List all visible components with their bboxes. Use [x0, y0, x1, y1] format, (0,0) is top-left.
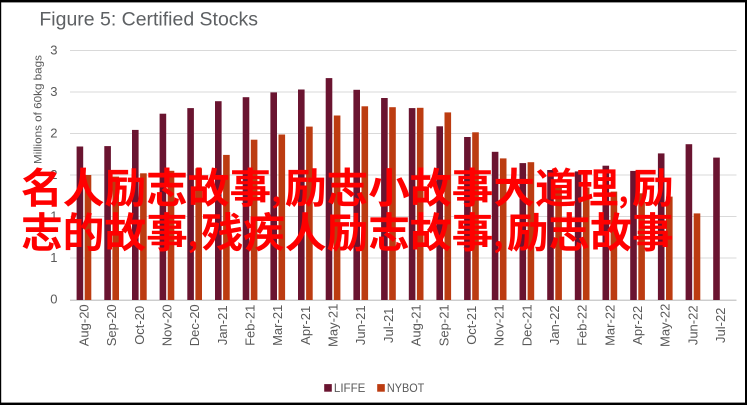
svg-text:Feb-21: Feb-21 — [243, 305, 258, 346]
svg-text:Sep-20: Sep-20 — [104, 304, 119, 346]
svg-text:Jul-21: Jul-21 — [381, 308, 396, 343]
svg-text:Mar-22: Mar-22 — [602, 305, 617, 346]
svg-text:Oct-21: Oct-21 — [464, 306, 479, 345]
svg-text:2: 2 — [50, 126, 57, 141]
svg-text:Mar-21: Mar-21 — [270, 305, 285, 346]
svg-text:Nov-20: Nov-20 — [160, 304, 175, 346]
svg-text:Dec-20: Dec-20 — [187, 304, 202, 346]
svg-text:0: 0 — [50, 292, 57, 307]
svg-text:3: 3 — [50, 43, 57, 58]
svg-text:Sep-21: Sep-21 — [436, 304, 451, 346]
svg-text:NYBOT: NYBOT — [387, 381, 425, 395]
svg-text:1: 1 — [50, 209, 57, 224]
svg-text:May-22: May-22 — [658, 304, 673, 347]
svg-text:Jan-21: Jan-21 — [215, 305, 230, 345]
svg-text:Figure 5: Certified Stocks: Figure 5: Certified Stocks — [39, 9, 258, 31]
svg-text:Apr-22: Apr-22 — [630, 306, 645, 345]
svg-text:Jan-22: Jan-22 — [547, 305, 562, 345]
svg-text:Aug-20: Aug-20 — [76, 304, 91, 346]
svg-text:1: 1 — [50, 250, 57, 265]
svg-text:Apr-21: Apr-21 — [298, 306, 313, 345]
svg-text:Feb-22: Feb-22 — [575, 305, 590, 346]
svg-text:3: 3 — [50, 84, 57, 99]
svg-text:Dec-21: Dec-21 — [519, 304, 534, 346]
svg-text:Jul-22: Jul-22 — [713, 308, 728, 343]
svg-text:Jun-22: Jun-22 — [685, 305, 700, 345]
svg-text:Nov-21: Nov-21 — [492, 304, 507, 346]
svg-text:Jun-21: Jun-21 — [353, 305, 368, 345]
svg-text:Millions of 60kg bags: Millions of 60kg bags — [33, 54, 45, 164]
svg-text:LIFFE: LIFFE — [334, 381, 366, 395]
svg-text:Oct-20: Oct-20 — [132, 306, 147, 345]
svg-text:May-21: May-21 — [326, 304, 341, 347]
svg-text:Aug-21: Aug-21 — [409, 304, 424, 346]
